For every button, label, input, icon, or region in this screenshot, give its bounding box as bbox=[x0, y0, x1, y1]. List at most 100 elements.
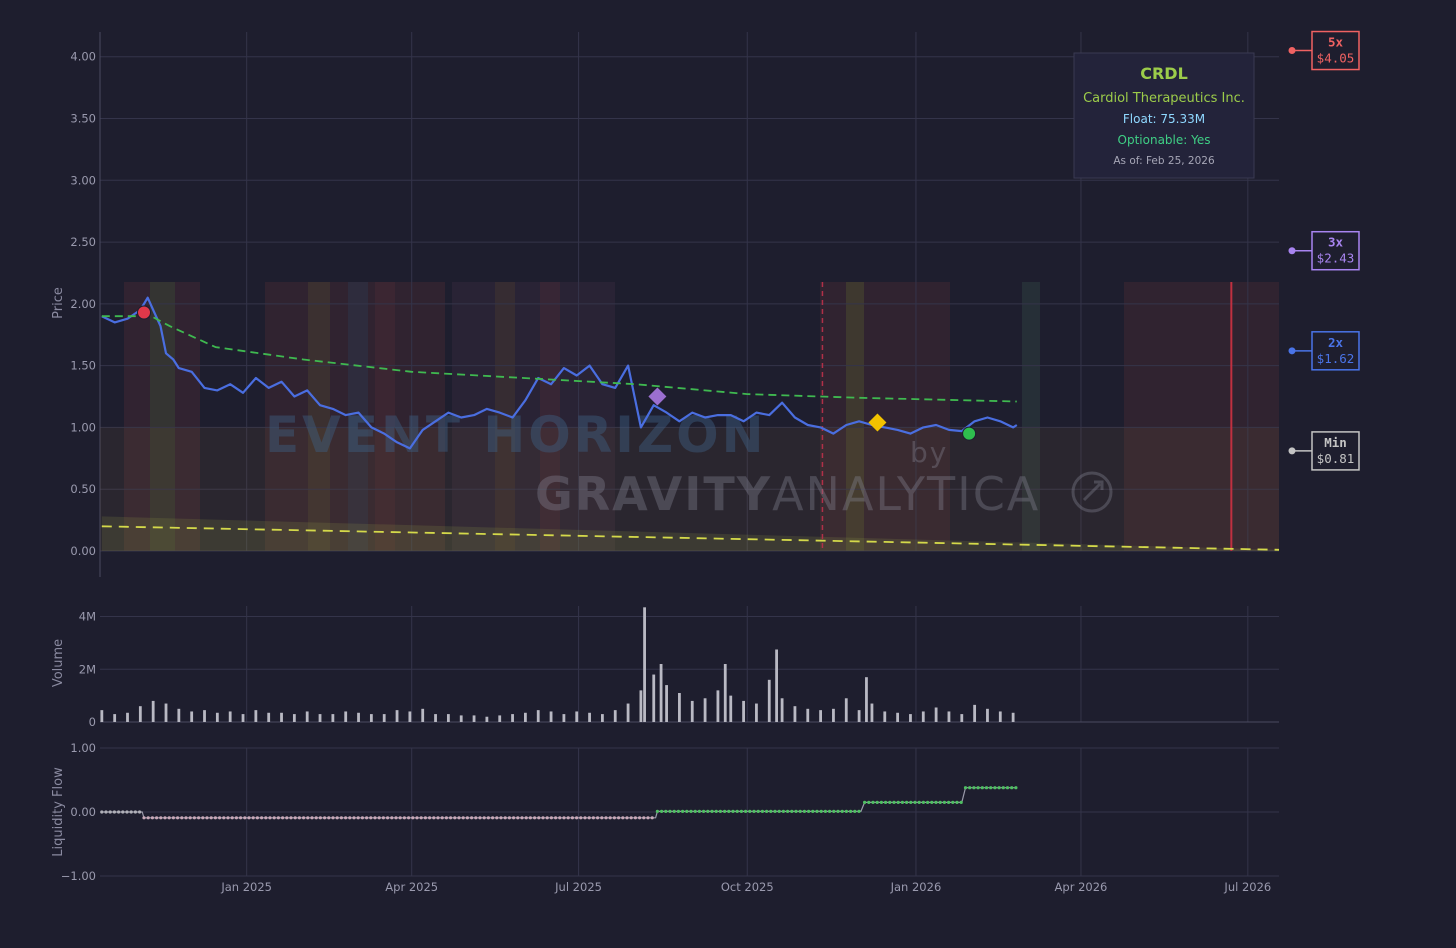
volume-bar bbox=[832, 708, 835, 722]
liquidity-flow-point bbox=[629, 816, 633, 820]
volume-bar bbox=[421, 708, 425, 722]
liquidity-flow-point bbox=[516, 816, 520, 820]
volume-bar bbox=[280, 712, 283, 722]
volume-bar bbox=[382, 714, 386, 722]
event-band bbox=[1022, 282, 1040, 551]
liquidity-flow-point bbox=[327, 816, 331, 820]
liquidity-flow-point bbox=[921, 800, 926, 805]
liquidity-flow-point bbox=[243, 816, 247, 820]
liquidity-flow-point bbox=[888, 800, 892, 805]
as-of-date: As of: Feb 25, 2026 bbox=[1113, 155, 1215, 167]
liquidity-flow-point bbox=[306, 816, 310, 820]
liquidity-flow-point bbox=[840, 809, 844, 814]
volume-bar bbox=[126, 712, 129, 722]
rocket-icon bbox=[1071, 471, 1113, 513]
liquidity-flow-point bbox=[218, 816, 222, 820]
volume-bar bbox=[844, 698, 848, 722]
liquidity-flow-point bbox=[693, 809, 697, 814]
liquidity-flow-point bbox=[289, 816, 293, 820]
volume-tick-label: 4M bbox=[79, 610, 96, 624]
volume-bar bbox=[190, 711, 194, 722]
liquidity-flow-point bbox=[323, 816, 327, 820]
liquidity-flow-point bbox=[672, 809, 676, 814]
liquidity-flow-point bbox=[226, 816, 230, 820]
event-band bbox=[124, 282, 200, 551]
liquidity-flow-point bbox=[268, 816, 272, 820]
price-tick-label: 1.50 bbox=[70, 359, 96, 373]
liquidity-flow-point bbox=[790, 809, 794, 814]
volume-bar bbox=[562, 714, 566, 722]
liquidity-flow-point bbox=[819, 809, 823, 814]
watermark-gravity-analytica: GRAVITYANALYTICA bbox=[535, 467, 1040, 521]
floor-band bbox=[101, 516, 1279, 551]
liquidity-flow-point bbox=[318, 816, 322, 820]
float-value: Float: 75.33M bbox=[1123, 112, 1205, 126]
volume-bar bbox=[228, 711, 232, 722]
liquidity-flow-point bbox=[867, 800, 871, 805]
volume-bar bbox=[472, 715, 476, 722]
liquidity-flow-point bbox=[731, 809, 735, 814]
volume-bar bbox=[1011, 712, 1015, 722]
event-marker-diamond bbox=[648, 387, 667, 406]
liquidity-flow-point bbox=[917, 800, 921, 805]
liquidity-flow-point bbox=[773, 809, 777, 814]
volume-bar bbox=[485, 716, 489, 722]
liquidity-flow-point bbox=[836, 809, 840, 814]
liquidity-flow-point bbox=[541, 816, 545, 820]
volume-bar bbox=[665, 685, 668, 722]
volume-bar bbox=[613, 710, 617, 722]
volume-bar bbox=[793, 706, 797, 722]
liquidity-flow-point bbox=[959, 800, 963, 805]
liquidity-flow-point bbox=[587, 816, 591, 820]
liquidity-flow-point bbox=[849, 809, 853, 814]
liquidity-flow-point bbox=[344, 816, 348, 820]
liquidity-flow-point bbox=[727, 809, 731, 814]
liquidity-flow-point bbox=[617, 816, 621, 820]
liquidity-flow-point bbox=[360, 816, 364, 820]
liquidity-flow-point bbox=[310, 816, 314, 820]
volume-bar bbox=[318, 714, 322, 722]
volume-bar bbox=[780, 698, 784, 722]
level-multiplier: 5x bbox=[1328, 35, 1344, 50]
liquidity-flow-point bbox=[255, 816, 259, 820]
liquidity-flow-point bbox=[507, 816, 511, 820]
liquidity-flow-point bbox=[302, 816, 306, 820]
volume-bar bbox=[305, 711, 309, 722]
company-name: Cardiol Therapeutics Inc. bbox=[1083, 91, 1245, 106]
liquidity-flow-point bbox=[748, 809, 752, 814]
volume-bar bbox=[659, 664, 663, 722]
volume-bar bbox=[652, 674, 656, 722]
liquidity-flow-point bbox=[167, 816, 171, 820]
liquidity-flow-point bbox=[436, 816, 440, 820]
liquidity-flow-point bbox=[100, 810, 104, 814]
liquidity-flow-point bbox=[533, 816, 537, 820]
price-tick-label: 1.00 bbox=[70, 420, 96, 434]
volume-bar bbox=[254, 710, 258, 722]
liquidity-flow-point bbox=[108, 810, 112, 814]
event-band bbox=[308, 282, 330, 551]
liquidity-flow-point bbox=[769, 809, 773, 814]
liquidity-flow-point bbox=[807, 809, 811, 814]
liquidity-flow-point bbox=[511, 816, 516, 820]
liquidity-flow-point bbox=[356, 816, 360, 820]
liquidity-flow-point bbox=[125, 810, 129, 814]
liquidity-flow-point bbox=[604, 816, 608, 820]
liquidity-flow-point bbox=[900, 800, 905, 805]
liquidity-flow-point bbox=[625, 816, 629, 820]
liquidity-flow-point bbox=[828, 809, 832, 814]
liquidity-flow-point bbox=[423, 816, 427, 820]
liquidity-flow-point bbox=[689, 809, 693, 814]
level-box bbox=[1311, 331, 1360, 371]
liquidity-flow-point bbox=[339, 816, 343, 820]
liquidity-flow-point bbox=[608, 816, 612, 820]
level-multiplier: 2x bbox=[1328, 335, 1344, 350]
liquidity-flow-point bbox=[739, 809, 744, 814]
liquidity-flow-point bbox=[176, 816, 180, 820]
volume-bar bbox=[498, 715, 502, 722]
volume-bar bbox=[100, 710, 104, 722]
liquidity-flow-point bbox=[655, 809, 660, 814]
liquidity-flow-point bbox=[972, 786, 976, 790]
liquidity-flow-point bbox=[537, 816, 541, 820]
volume-bar bbox=[177, 708, 181, 722]
liquidity-flow-point bbox=[453, 816, 457, 820]
